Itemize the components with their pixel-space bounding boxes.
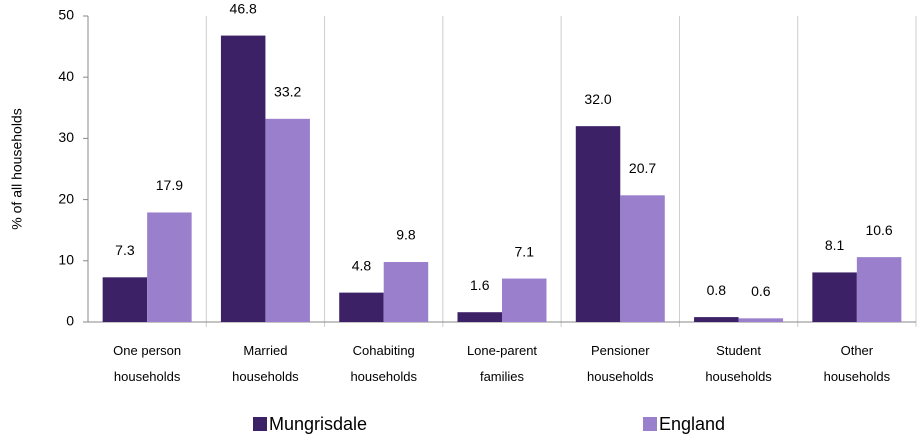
value-label: 32.0: [584, 91, 611, 107]
value-label: 33.2: [274, 84, 301, 100]
legend-label: Mungrisdale: [269, 414, 367, 434]
legend-swatch: [253, 417, 267, 431]
bar: [383, 262, 429, 322]
bar: [620, 195, 665, 322]
y-tick-label: 0: [66, 313, 74, 329]
y-axis-label: % of all households: [9, 108, 25, 229]
value-label: 7.1: [515, 243, 535, 259]
value-label: 46.8: [230, 0, 257, 16]
y-tick-label: 30: [58, 129, 74, 145]
bar: [265, 118, 310, 322]
y-tick-label: 10: [58, 252, 74, 268]
x-tick-label: Pensioner households: [587, 343, 654, 384]
y-tick-label: 40: [58, 68, 74, 84]
bar: [575, 126, 621, 322]
y-tick-label: 50: [58, 7, 74, 23]
value-label: 4.8: [352, 257, 372, 273]
bar: [102, 277, 148, 322]
legend-label: England: [659, 414, 725, 434]
bar: [856, 257, 902, 322]
x-tick-label: Other households: [824, 343, 891, 384]
legend-swatch: [643, 417, 657, 431]
value-label: 10.6: [865, 222, 892, 238]
value-label: 1.6: [470, 277, 490, 293]
bar: [147, 212, 192, 322]
bar: [220, 35, 266, 323]
value-label: 0.8: [707, 282, 727, 298]
bar: [812, 272, 857, 322]
x-tick-label: Student households: [705, 343, 772, 384]
bar: [457, 312, 502, 322]
y-tick-label: 20: [58, 190, 74, 206]
value-label: 0.6: [751, 283, 771, 299]
bar: [738, 318, 784, 322]
x-tick-label: Lone-parent families: [467, 343, 537, 384]
x-tick-label: Cohabiting households: [350, 343, 417, 384]
bar: [339, 292, 384, 322]
value-label: 20.7: [629, 160, 656, 176]
bar: [694, 317, 739, 322]
x-tick-label: Married households: [232, 343, 299, 384]
value-label: 9.8: [396, 227, 416, 243]
value-label: 8.1: [825, 237, 845, 253]
bar: [502, 278, 547, 322]
value-label: 17.9: [156, 177, 183, 193]
value-label: 7.3: [115, 242, 135, 258]
x-tick-label: One person households: [113, 343, 181, 384]
